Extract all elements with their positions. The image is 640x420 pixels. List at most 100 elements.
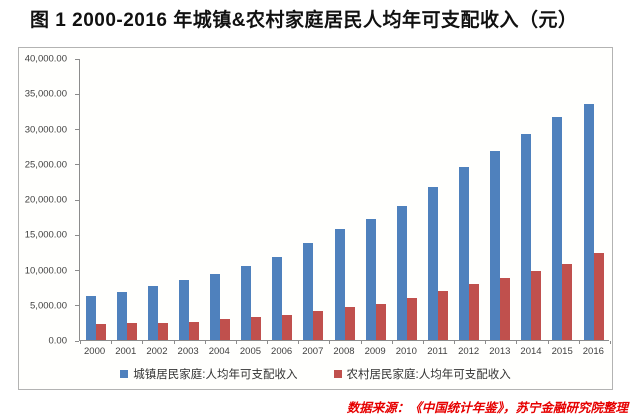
y-tick-mark (75, 270, 79, 271)
rural-income-bar-2008 (344, 306, 355, 340)
rural-income-bar-2012 (469, 284, 480, 340)
x-tick-label: 2016 (582, 346, 604, 357)
data-source-note: 数据来源：《中国统计年鉴》，苏宁金融研究院整理 (346, 401, 628, 415)
x-tick-mark (391, 341, 393, 344)
y-tick-mark (75, 58, 79, 60)
rural-income-bar-2002 (157, 322, 168, 340)
y-tick-mark (75, 234, 79, 236)
x-tick-label: 2005 (239, 346, 262, 357)
x-tick-mark (454, 341, 456, 344)
x-tick-mark (516, 341, 518, 344)
urban-income-bar-2009 (365, 219, 376, 340)
y-tick-mark (75, 93, 79, 95)
y-axis: 40,000.00 35,000.00 30,000.00 25,000.00 20,0… (19, 54, 73, 347)
x-tick-mark (235, 341, 237, 344)
x-tick-label: 2014 (520, 346, 542, 357)
urban-income-bar-2005 (241, 266, 252, 340)
x-tick-label: 2002 (146, 346, 168, 357)
bar-group-2001 (111, 59, 142, 340)
x-tick-label: 2001 (115, 346, 137, 357)
bar-group-2006 (267, 59, 298, 340)
legend-item-urban: 城镇居民家庭:人均年可支配收入 (120, 366, 298, 382)
urban-income-bar-2015 (552, 116, 563, 340)
rural-income-bar-2014 (531, 270, 542, 340)
x-tick-label: 2008 (333, 346, 355, 357)
x-tick-mark (80, 341, 81, 344)
y-tick-mark (75, 199, 79, 201)
bar-group-2016 (578, 59, 609, 340)
x-tick-label: 2013 (489, 346, 511, 357)
x-axis: 2000 2001 2002 2003 2004 2005 2006 2007 2008 2009… (79, 346, 609, 357)
urban-income-bar-2006 (272, 257, 283, 340)
urban-income-bar-2012 (459, 167, 470, 340)
urban-legend-swatch-icon (120, 370, 129, 378)
chart-container: 40,000.00 35,000.00 30,000.00 25,000.00 20,0… (18, 47, 613, 390)
y-tick-label: 30,000.00 (24, 124, 67, 135)
bar-group-2005 (236, 59, 267, 340)
urban-income-bar-2003 (178, 280, 189, 340)
x-tick-mark (111, 341, 113, 344)
urban-income-bar-2011 (427, 186, 438, 340)
bar-group-2004 (205, 59, 236, 340)
urban-income-bar-2000 (85, 295, 96, 340)
urban-income-bar-2014 (521, 133, 532, 340)
x-tick-label: 2003 (177, 346, 199, 357)
y-tick-label: 20,000.00 (24, 194, 67, 206)
rural-income-bar-2004 (220, 319, 231, 340)
bar-group-2007 (298, 59, 329, 340)
legend: 城镇居民家庭:人均年可支配收入 农村居民家庭:人均年可支配收入 (19, 366, 612, 382)
x-tick-mark (422, 341, 424, 344)
rural-income-bar-2007 (313, 310, 324, 340)
y-tick-mark (75, 305, 79, 307)
x-tick-label: 2000 (84, 346, 106, 357)
x-tick-label: 2010 (395, 346, 417, 357)
rural-income-bar-2009 (375, 303, 386, 340)
urban-income-bar-2010 (396, 205, 407, 340)
bar-group-2013 (485, 59, 516, 340)
bar-group-2000 (80, 59, 111, 340)
bar-group-2002 (142, 59, 173, 340)
x-tick-mark (142, 341, 144, 344)
x-tick-mark (204, 341, 206, 344)
y-tick-label: 40,000.00 (24, 53, 67, 65)
x-tick-mark (173, 341, 175, 344)
y-tick-label: 0.00 (48, 335, 68, 347)
bar-group-2010 (391, 59, 422, 340)
bar-group-2008 (329, 59, 360, 340)
x-tick-label: 2004 (208, 346, 230, 357)
x-tick-mark (267, 341, 269, 344)
y-tick-label: 5,000.00 (30, 300, 67, 312)
legend-label: 城镇居民家庭:人均年可支配收入 (133, 369, 298, 381)
x-tick-mark (547, 341, 549, 344)
x-tick-mark (329, 341, 331, 344)
bar-group-2014 (516, 59, 547, 340)
plot-area (75, 58, 611, 344)
y-tick-mark (75, 340, 79, 342)
legend-label: 农村居民家庭:人均年可支配收入 (346, 369, 511, 381)
x-tick-label: 2012 (458, 346, 480, 357)
x-tick-label: 2007 (302, 346, 324, 357)
rural-income-bar-2013 (500, 277, 511, 340)
legend-item-rural: 农村居民家庭:人均年可支配收入 (333, 366, 511, 382)
rural-income-bar-2010 (406, 298, 417, 340)
bar-group-2003 (173, 59, 204, 340)
rural-income-bar-2000 (95, 324, 106, 340)
rural-income-bar-2003 (188, 321, 199, 340)
y-tick-label: 25,000.00 (24, 159, 67, 171)
x-tick-mark (610, 341, 611, 344)
bar-group-2015 (547, 59, 578, 340)
x-tick-label: 2009 (364, 346, 386, 357)
x-tick-label: 2015 (551, 346, 573, 357)
bar-group-2009 (360, 59, 391, 340)
urban-income-bar-2007 (303, 243, 314, 340)
x-tick-label: 2006 (271, 346, 293, 357)
urban-income-bar-2004 (210, 273, 221, 340)
rural-income-bar-2015 (562, 264, 573, 340)
urban-income-bar-2008 (334, 229, 345, 340)
x-tick-mark (298, 341, 300, 344)
bar-group-2011 (422, 59, 453, 340)
x-tick-mark (578, 341, 580, 344)
y-tick-label: 10,000.00 (24, 265, 67, 276)
chart-title: 图 1 2000-2016 年城镇&农村家庭居民人均年可支配收入（元） (30, 10, 578, 31)
x-tick-mark (360, 341, 362, 344)
